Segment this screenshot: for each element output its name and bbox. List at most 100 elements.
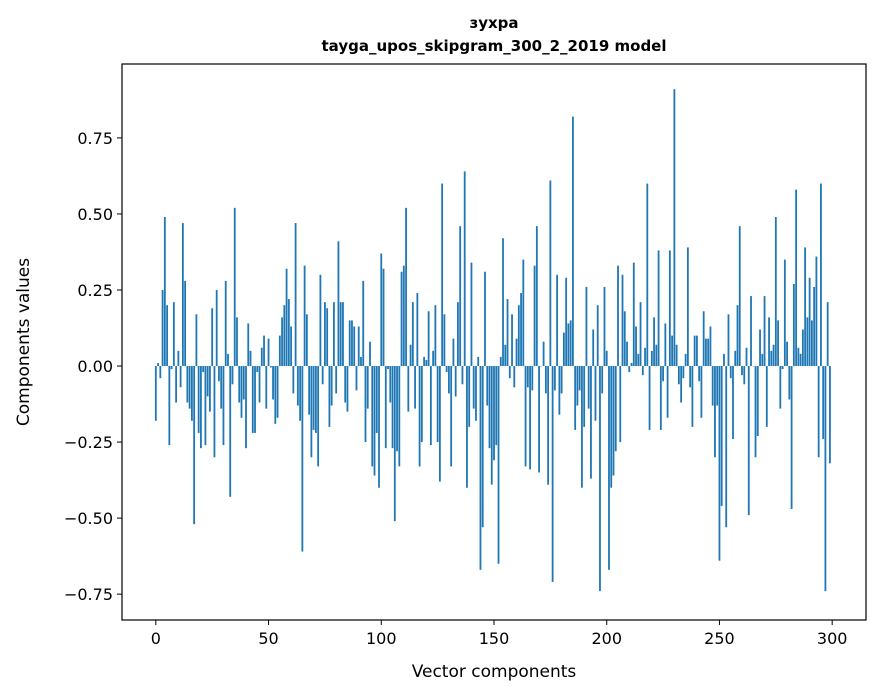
bar: [522, 260, 524, 366]
bar: [459, 226, 461, 366]
bar: [434, 305, 436, 366]
x-tick-label: 0: [151, 629, 161, 648]
bar: [601, 366, 603, 393]
bar: [462, 366, 464, 384]
bar: [263, 336, 265, 366]
bar: [608, 366, 610, 570]
bar: [660, 366, 662, 430]
bar: [631, 363, 633, 366]
bar: [658, 250, 660, 366]
bar: [710, 326, 712, 366]
bar: [410, 345, 412, 366]
bar: [157, 363, 159, 366]
bar: [572, 117, 574, 366]
bar: [432, 351, 434, 366]
bar: [403, 266, 405, 366]
bar: [714, 366, 716, 457]
bar: [347, 366, 349, 412]
bars-group: [155, 89, 831, 591]
bar: [419, 366, 421, 466]
bar: [529, 366, 531, 469]
bar: [425, 360, 427, 366]
bar: [200, 366, 202, 448]
bar: [737, 305, 739, 366]
bar: [694, 336, 696, 366]
bar: [486, 366, 488, 406]
bar: [218, 366, 220, 381]
bar: [367, 366, 369, 409]
bar: [581, 366, 583, 488]
bar: [480, 366, 482, 570]
bar: [678, 366, 680, 384]
bar: [317, 366, 319, 466]
bar: [245, 366, 247, 448]
bar: [779, 366, 781, 409]
bar: [649, 366, 651, 430]
bar: [405, 208, 407, 366]
bar: [489, 366, 491, 448]
bar: [446, 366, 448, 372]
bar: [261, 348, 263, 366]
bar: [306, 314, 308, 366]
bar: [574, 366, 576, 430]
bar: [171, 366, 173, 369]
bar: [502, 238, 504, 366]
bar: [360, 357, 362, 366]
bar: [453, 339, 455, 366]
bar: [428, 311, 430, 366]
bar: [511, 314, 513, 366]
bar: [315, 366, 317, 433]
bar: [378, 366, 380, 488]
bar: [175, 366, 177, 402]
bar: [450, 366, 452, 466]
bar: [644, 348, 646, 366]
bar: [791, 366, 793, 509]
bar: [673, 89, 675, 366]
bar: [703, 311, 705, 366]
bar: [279, 336, 281, 366]
bar: [534, 266, 536, 366]
bar: [716, 366, 718, 406]
bar: [466, 366, 468, 488]
bar: [606, 351, 608, 366]
bar: [635, 326, 637, 366]
bar: [498, 366, 500, 564]
bar: [682, 366, 684, 378]
bar: [556, 275, 558, 366]
bar: [793, 284, 795, 366]
bar: [191, 366, 193, 421]
bar: [324, 302, 326, 366]
bar: [664, 323, 666, 366]
bar: [676, 345, 678, 366]
bar: [759, 330, 761, 366]
bar: [254, 366, 256, 433]
bar: [633, 263, 635, 366]
bar: [189, 366, 191, 409]
bar: [595, 366, 597, 421]
bar: [286, 269, 288, 366]
bar: [396, 366, 398, 451]
bar: [558, 366, 560, 415]
x-tick-label: 50: [258, 629, 278, 648]
bar: [313, 366, 315, 430]
bar: [680, 366, 682, 402]
bar: [768, 317, 770, 366]
bar: [155, 366, 157, 421]
x-tick-label: 100: [366, 629, 397, 648]
bar: [543, 342, 545, 366]
bar: [241, 366, 243, 418]
bar: [349, 320, 351, 366]
bar: [615, 366, 617, 451]
bar: [238, 366, 240, 402]
bar: [232, 366, 234, 384]
bar: [214, 366, 216, 457]
bar: [464, 171, 466, 366]
bar: [319, 275, 321, 366]
y-axis-ticks: −0.75−0.50−0.250.000.250.500.75: [64, 129, 122, 604]
x-tick-label: 250: [704, 629, 735, 648]
bar: [182, 223, 184, 366]
bar: [513, 366, 515, 387]
bar: [712, 366, 714, 406]
bar: [728, 314, 730, 366]
bar: [162, 290, 164, 366]
